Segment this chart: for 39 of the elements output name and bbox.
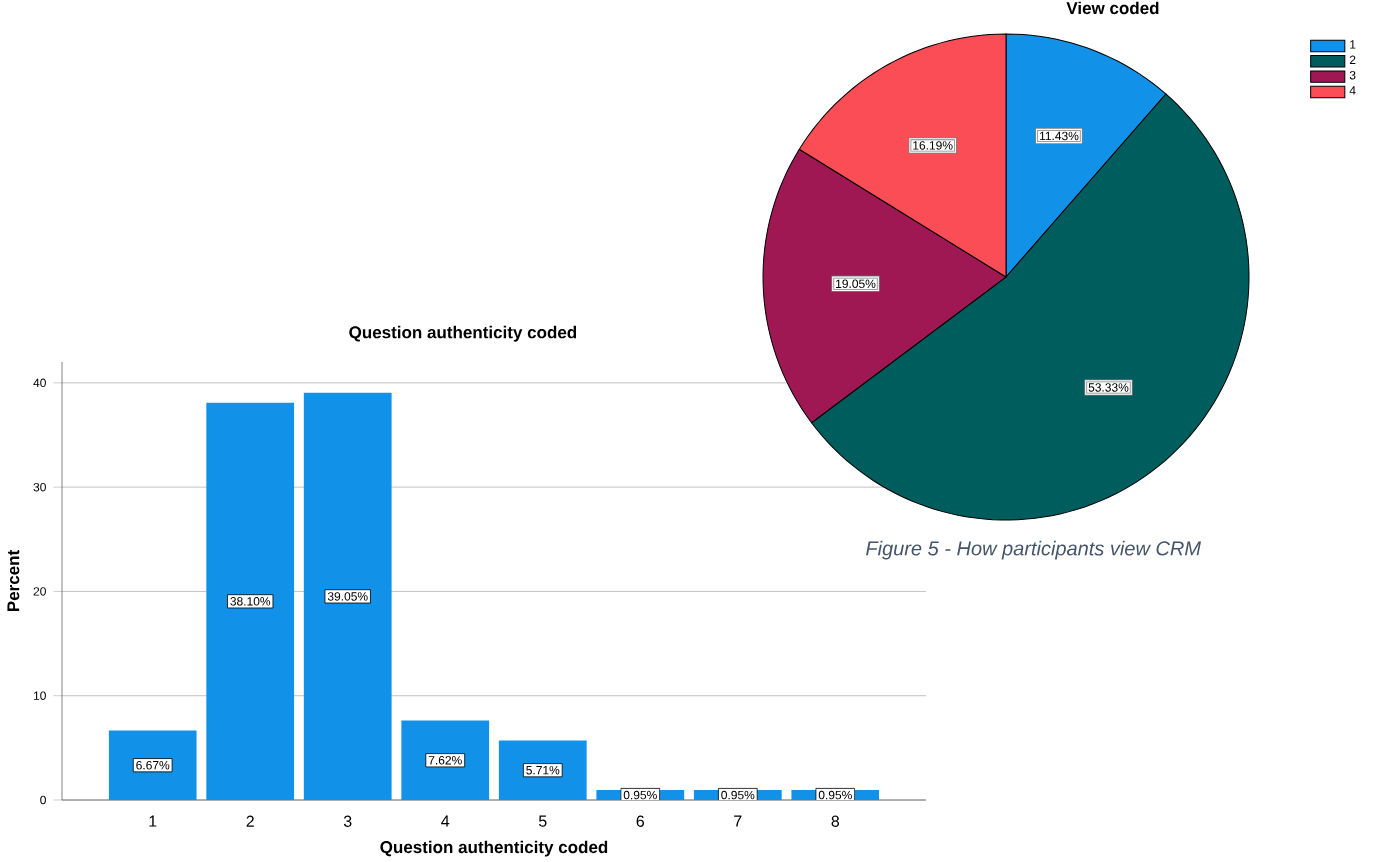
annotation: Figure 5 - How participants view CRM — [866, 540, 1201, 560]
data-label: 19.05% — [836, 279, 876, 289]
x-tick-label: 8 — [831, 815, 840, 827]
chart-title: View coded — [1066, 1, 1159, 15]
data-label: 6.67% — [136, 760, 170, 770]
legend-label: 3 — [1349, 70, 1356, 80]
x-tick-label: 5 — [538, 815, 547, 827]
y-tick-label: 40 — [33, 378, 46, 388]
x-tick-label: 7 — [734, 815, 742, 827]
y-tick-label: 20 — [33, 587, 46, 596]
data-label: 0.95% — [721, 790, 755, 800]
y-axis-title: Percent — [7, 550, 20, 612]
y-tick-label: 10 — [33, 691, 46, 700]
bar — [108, 730, 197, 800]
legend-label: 2 — [1349, 55, 1356, 64]
data-label: 38.10% — [230, 597, 271, 606]
bar — [401, 720, 490, 800]
legend-label: 4 — [1349, 86, 1356, 95]
x-axis-title: Question authenticity coded — [380, 840, 608, 857]
y-tick-label: 30 — [33, 482, 46, 492]
data-label: 7.62% — [428, 756, 462, 765]
x-tick-label: 6 — [636, 815, 645, 827]
data-label: 5.71% — [526, 765, 560, 775]
data-label: 53.33% — [1088, 383, 1129, 392]
data-label: 16.19% — [913, 141, 953, 150]
data-label: 0.95% — [623, 790, 657, 800]
chart-title: Question authenticity coded — [349, 325, 577, 342]
legend-label: 1 — [1350, 40, 1356, 49]
data-label: 11.43% — [1039, 131, 1079, 141]
x-tick-label: 4 — [441, 815, 450, 827]
data-label: 0.95% — [818, 790, 852, 800]
data-label: 39.05% — [327, 592, 368, 601]
x-tick-label: 2 — [246, 815, 254, 827]
bar — [303, 392, 392, 800]
bar — [206, 402, 295, 800]
x-tick-label: 3 — [343, 815, 352, 827]
bar — [498, 740, 587, 800]
y-tick-label: 0 — [40, 795, 46, 805]
x-tick-label: 1 — [149, 815, 157, 827]
